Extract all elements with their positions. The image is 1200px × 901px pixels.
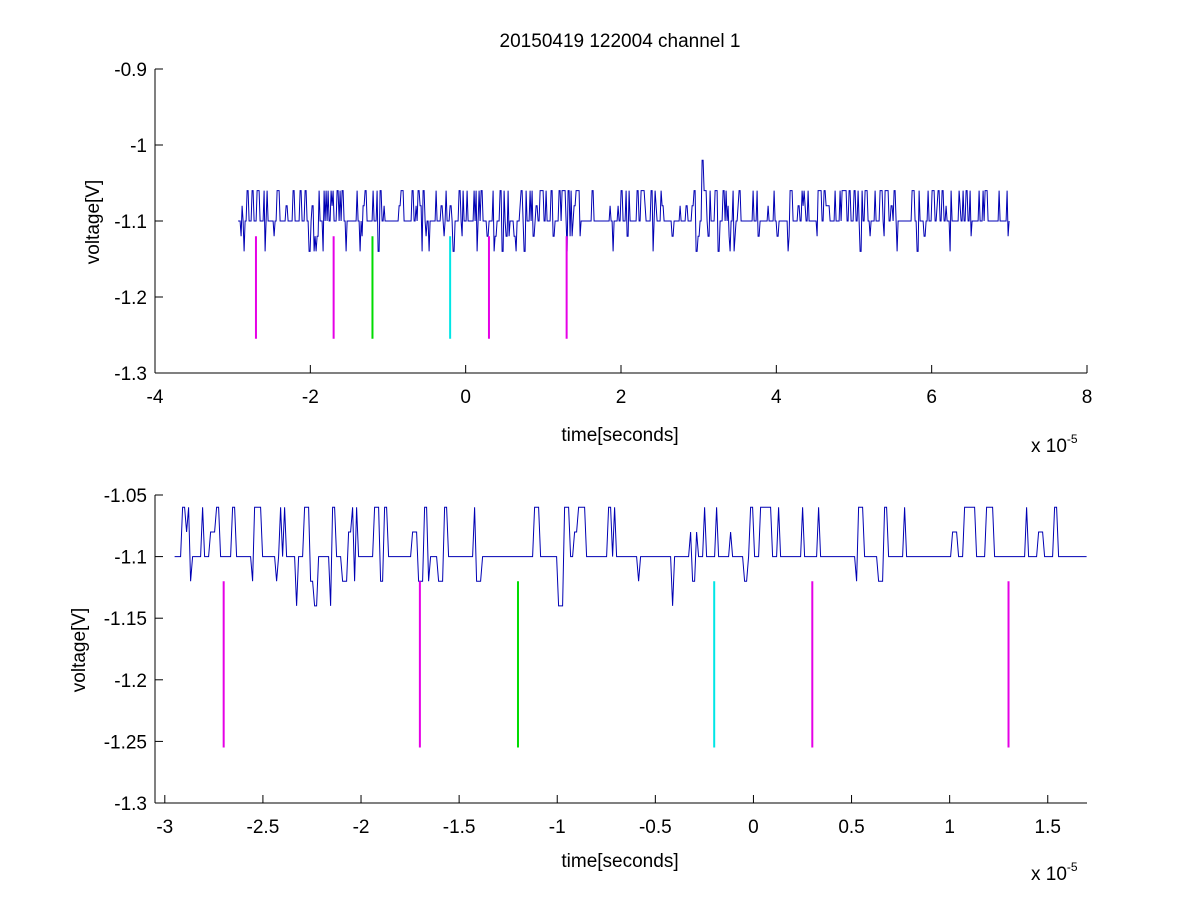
bottom-x-tick-label: -1.5: [443, 817, 476, 838]
top-plot-area: -4 -2 0 2 4 6 8 -1.3 -1.2 -1.1 -1 -0.9: [114, 60, 1092, 408]
bottom-subplot: -3 -2.5 -2 -1.5 -1 -0.5 0 0.5 1 1.5 -1.3 -1.25 -1.2 -…: [69, 486, 1087, 885]
bottom-y-axis-label: voltage[V]: [69, 608, 90, 693]
bottom-x-multiplier-exponent: -5: [1067, 860, 1078, 874]
bottom-y-tick-label: -1.05: [104, 486, 147, 507]
top-x-tick-label: 8: [1082, 387, 1093, 408]
top-y-tick-label: -0.9: [114, 60, 147, 81]
top-y-tick-label: -1.1: [114, 212, 147, 233]
bottom-y-tick-label: -1.3: [114, 794, 147, 815]
top-y-tick-label: -1: [130, 136, 147, 157]
bottom-signal-trace: [174, 506, 1087, 607]
top-y-tick-label: -1.3: [114, 364, 147, 385]
top-x-multiplier-exponent: -5: [1067, 432, 1078, 446]
top-y-axis-label: voltage[V]: [83, 180, 104, 265]
bottom-y-tick-label: -1.25: [104, 732, 147, 753]
bottom-x-tick-label: -3: [156, 817, 173, 838]
top-y-tick-label: -1.2: [114, 288, 147, 309]
bottom-x-tick-label: 1: [944, 817, 955, 838]
bottom-x-tick-label: 1.5: [1035, 817, 1061, 838]
bottom-x-multiplier-base: x 10: [1031, 864, 1067, 885]
top-x-tick-label: -2: [302, 387, 319, 408]
top-x-multiplier-base: x 10: [1031, 436, 1067, 457]
top-signal-trace: [238, 159, 1010, 252]
top-x-tick-label: 0: [460, 387, 471, 408]
bottom-plot-area: -3 -2.5 -2 -1.5 -1 -0.5 0 0.5 1 1.5 -1.3 -1.25 -1.2 -…: [104, 486, 1087, 838]
figure-title: 20150419 122004 channel 1: [500, 31, 741, 52]
top-x-tick-label: 4: [771, 387, 782, 408]
top-x-tick-label: -4: [147, 387, 164, 408]
bottom-y-tick-label: -1.2: [114, 671, 147, 692]
bottom-x-tick-label: -0.5: [639, 817, 672, 838]
bottom-x-axis-label: time[seconds]: [561, 851, 678, 872]
bottom-y-tick-label: -1.1: [114, 548, 147, 569]
bottom-x-tick-label: 0.5: [838, 817, 864, 838]
top-x-tick-label: 2: [616, 387, 627, 408]
bottom-x-multiplier: x 10-5: [1031, 860, 1078, 885]
top-x-tick-label: 6: [926, 387, 937, 408]
top-x-axis-label: time[seconds]: [561, 425, 678, 446]
top-subplot: -4 -2 0 2 4 6 8 -1.3 -1.2 -1.1 -1 -0.9 time[seconds…: [83, 60, 1092, 457]
bottom-x-tick-label: -2: [353, 817, 370, 838]
bottom-x-tick-label: 0: [748, 817, 759, 838]
bottom-y-tick-label: -1.15: [104, 609, 147, 630]
bottom-x-tick-label: -1: [549, 817, 566, 838]
bottom-x-tick-label: -2.5: [247, 817, 280, 838]
top-x-multiplier: x 10-5: [1031, 432, 1078, 457]
